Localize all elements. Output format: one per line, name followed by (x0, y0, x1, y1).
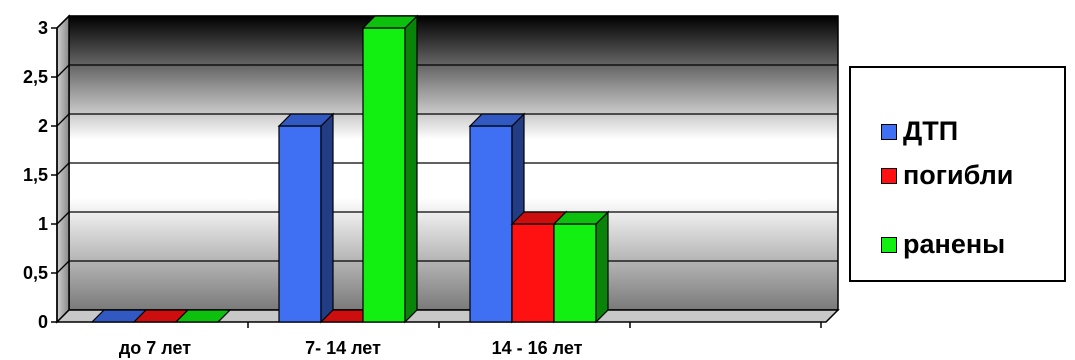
bar-top (552, 211, 610, 225)
y-tick-label: 2,5 (23, 67, 48, 87)
bar-side (595, 210, 609, 324)
legend-item-pogibli: погибли (881, 160, 1013, 191)
bar-1-0 (277, 112, 335, 324)
bar-front (469, 125, 513, 323)
bar-side (320, 112, 334, 324)
bar-top (174, 309, 232, 323)
legend-swatch-dtp (881, 123, 897, 140)
y-tick-label: 1 (38, 214, 48, 234)
legend-label-raneny: ранены (903, 229, 1006, 259)
legend-swatch-raneny (881, 236, 897, 253)
y-tick-label: 2 (38, 116, 48, 136)
gridline-side (56, 162, 70, 176)
gridline-side (56, 15, 70, 29)
axes (51, 14, 840, 328)
bar-2-2 (552, 210, 610, 324)
y-tick-label: 3 (38, 18, 48, 38)
bar-1-2 (361, 14, 419, 324)
legend-label-pogibli: погибли (903, 160, 1014, 190)
gridline-side (56, 64, 70, 78)
bar-top (361, 15, 419, 29)
x-tick-label: 7- 14 лет (305, 338, 381, 358)
legend: ДТП погибли ранены (849, 66, 1066, 282)
bars (90, 14, 610, 324)
legend-label-dtp: ДТП (903, 116, 959, 146)
legend-item-raneny: ранены (881, 229, 1005, 260)
labels: 0 0,5 1 1,5 2 2,5 3 до 7 лет 7- 14 лет 14 - 16 ле… (23, 18, 583, 358)
bar-top (277, 113, 335, 127)
gridline-side (56, 260, 70, 274)
bar-front (553, 223, 597, 323)
bar-front (278, 125, 322, 323)
bar-front (362, 27, 406, 323)
y-tick-label: 1,5 (23, 165, 48, 185)
x-tick-label: 14 - 16 лет (492, 338, 583, 358)
legend-swatch-pogibli (881, 167, 897, 184)
bar-top (468, 113, 526, 127)
gridline-side (56, 211, 70, 225)
x-tick-label: до 7 лет (119, 338, 191, 358)
bar-front (511, 223, 555, 323)
bar-side (404, 14, 418, 324)
legend-item-dtp: ДТП (881, 116, 958, 147)
y-tick-label: 0 (38, 312, 48, 332)
gridline-side (56, 113, 70, 127)
bar-0-2 (174, 309, 232, 323)
y-tick-label: 0,5 (23, 263, 48, 283)
